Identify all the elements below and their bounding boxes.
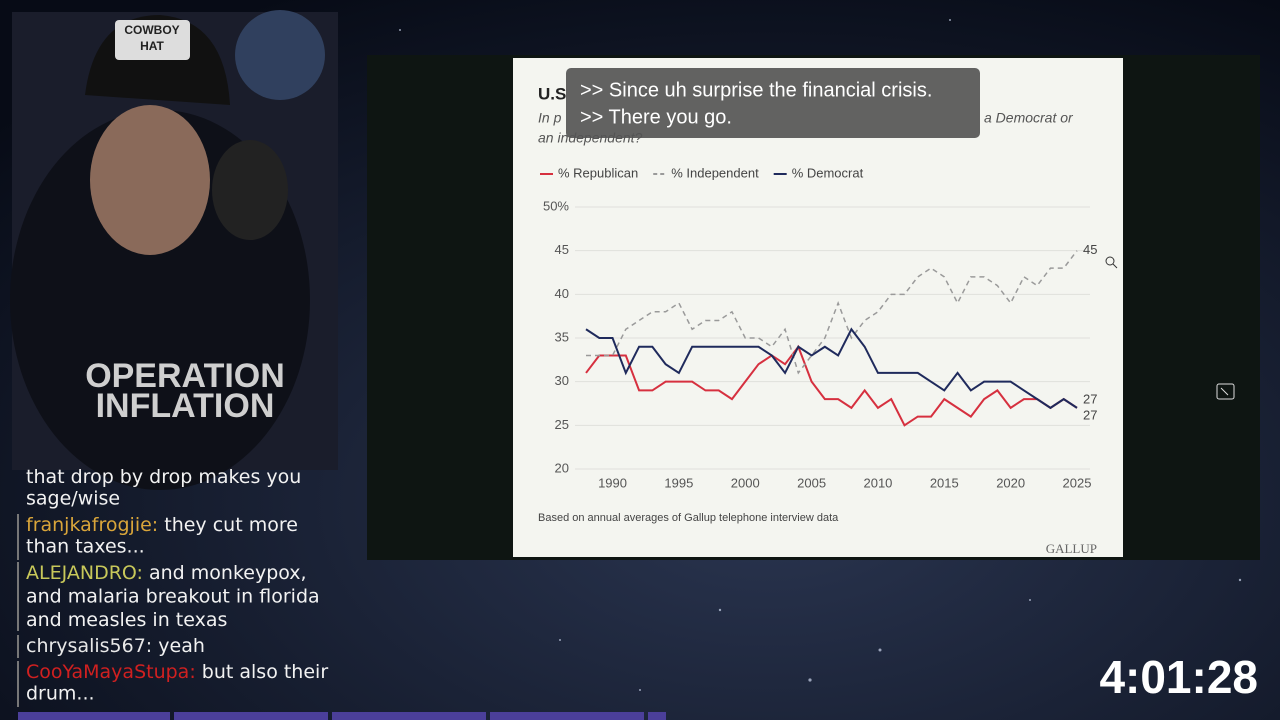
legend-label: % Democrat <box>792 165 864 180</box>
wall-decor <box>235 10 325 100</box>
face <box>90 105 210 255</box>
chart-note: Based on annual averages of Gallup telep… <box>538 512 839 524</box>
series-line <box>585 344 1078 427</box>
chat-text: they cut more <box>164 514 298 536</box>
chart-slide <box>513 58 1123 557</box>
chat-user[interactable]: CooYaMayaStupa: <box>26 661 196 683</box>
chat-user[interactable]: chrysalis567: <box>26 635 152 657</box>
end-label: 27 <box>1083 407 1097 422</box>
chat-text: sage/wise <box>26 487 120 509</box>
chart-subtitle: In p <box>538 110 562 126</box>
chat-text: and measles in texas <box>26 609 227 631</box>
x-tick-label: 2020 <box>996 475 1025 490</box>
chat-text: that drop by drop makes you <box>26 466 301 488</box>
chat-bar <box>17 661 19 707</box>
legend-label: % Republican <box>558 165 638 180</box>
chat-text: drum... <box>26 682 95 704</box>
y-tick-label: 25 <box>555 417 569 432</box>
chat-bar <box>17 635 19 658</box>
caption-box <box>566 68 980 138</box>
chat-line: CooYaMayaStupa: but also their <box>26 661 328 683</box>
logo: GALLUP <box>1046 541 1097 556</box>
tab-strip <box>18 712 666 720</box>
x-tick-label: 2015 <box>930 475 959 490</box>
chat-text: and monkeypox, <box>149 562 307 584</box>
chat-user[interactable]: franjkafrogjie: <box>26 514 158 536</box>
y-tick-label: 20 <box>555 460 569 475</box>
chat-line: that drop by drop makes you <box>26 466 301 488</box>
end-label: 45 <box>1083 242 1097 257</box>
chat-line: and measles in texas <box>26 609 227 631</box>
chat-line: and malaria breakout in florida <box>26 585 320 607</box>
y-tick-label: 30 <box>555 373 569 388</box>
expand-icon[interactable] <box>1216 383 1235 400</box>
x-tick-label: 2025 <box>1063 475 1092 490</box>
y-tick-label: 50% <box>543 198 569 213</box>
chat-line: chrysalis567: yeah <box>26 635 205 657</box>
chat-text: but also their <box>202 661 329 683</box>
chat-line: drum... <box>26 682 95 704</box>
chat-line: franjkafrogjie: they cut more <box>26 514 298 536</box>
end-label: 27 <box>1083 391 1097 406</box>
microphone <box>212 140 288 240</box>
series-line <box>585 327 1078 410</box>
x-tick-label: 1995 <box>664 475 693 490</box>
chart-title: U.S <box>538 84 566 103</box>
chat-bar <box>17 514 19 560</box>
series-line <box>586 250 1078 375</box>
timer: 4:01:28 <box>1099 651 1258 703</box>
caption: >> Since uh surprise the financial crisi… <box>580 79 932 101</box>
y-tick-label: 45 <box>555 242 569 257</box>
x-tick-label: 1990 <box>598 475 627 490</box>
hat-text: HAT <box>140 39 164 53</box>
y-tick-label: 35 <box>555 329 569 344</box>
chat-bar <box>17 562 19 631</box>
zoom-icon[interactable] <box>1105 256 1118 269</box>
caption: >> There you go. <box>580 106 732 128</box>
chat-line: sage/wise <box>26 487 120 509</box>
chat-line: than taxes... <box>26 535 145 557</box>
chat-line: ALEJANDRO: and monkeypox, <box>26 562 307 584</box>
hoodie-text: OPERATION <box>85 357 285 395</box>
chat-user[interactable]: ALEJANDRO: <box>26 562 143 584</box>
x-tick-label: 2005 <box>797 475 826 490</box>
chart-subtitle: a Democrat or <box>984 110 1074 126</box>
chat-text: and malaria breakout in florida <box>26 585 320 607</box>
hoodie-text: INFLATION <box>96 387 275 425</box>
x-tick-label: 2010 <box>863 475 892 490</box>
x-tick-label: 2000 <box>731 475 760 490</box>
hat-patch <box>115 20 190 60</box>
chat-text: than taxes... <box>26 535 145 557</box>
y-tick-label: 40 <box>555 286 569 301</box>
hat-text: COWBOY <box>124 23 179 37</box>
chat-text: yeah <box>158 635 205 657</box>
legend-label: % Independent <box>671 165 759 180</box>
